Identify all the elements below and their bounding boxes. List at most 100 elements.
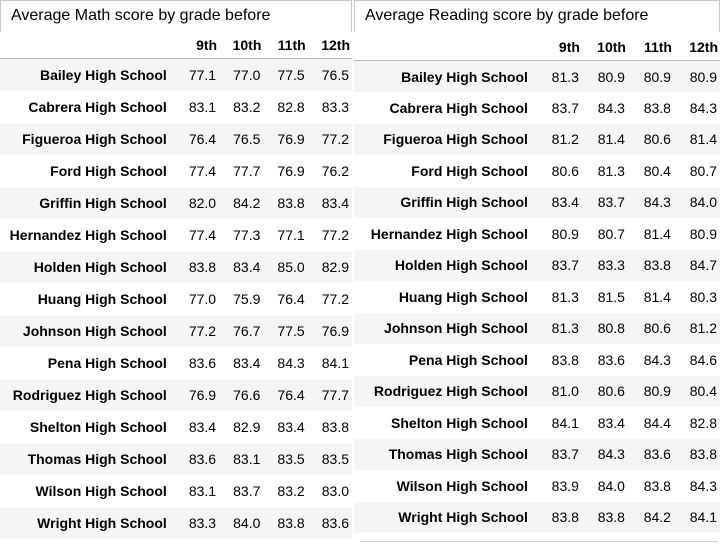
score-cell: 84.1 xyxy=(321,354,349,371)
score-cell: 80.9 xyxy=(551,225,579,242)
column-header-10th: 10th xyxy=(232,37,262,53)
reading-score-panel: Average Reading score by grade before 9t… xyxy=(354,0,720,533)
school-name-cell: Wright High School xyxy=(37,514,167,531)
table-row: Rodriguez High School 76.9 76.6 76.4 77.7 xyxy=(0,378,352,411)
score-cell: 83.8 xyxy=(689,446,717,463)
school-name-cell: Huang High School xyxy=(37,290,167,307)
score-cell: 84.3 xyxy=(643,194,671,211)
school-name-cell: Griffin High School xyxy=(39,194,167,211)
reading-score-table: 9th 10th 11th 12th Bailey High School 81.… xyxy=(354,34,720,533)
score-cell: 83.8 xyxy=(643,99,671,116)
score-cell: 77.3 xyxy=(233,226,261,243)
score-cell: 80.9 xyxy=(643,68,671,85)
table-row: Wilson High School 83.1 83.7 83.2 83.0 xyxy=(0,474,352,507)
table-row: Johnson High School 77.2 76.7 77.5 76.9 xyxy=(0,314,352,347)
score-cell: 76.9 xyxy=(277,130,305,147)
score-cell: 84.2 xyxy=(233,194,261,211)
score-cell: 85.0 xyxy=(277,258,305,275)
score-cell: 83.8 xyxy=(551,351,579,368)
score-cell: 84.3 xyxy=(277,354,305,371)
table-row: Griffin High School 82.0 84.2 83.8 83.4 xyxy=(0,186,352,219)
score-cell: 77.7 xyxy=(321,386,349,403)
score-cell: 80.3 xyxy=(689,288,717,305)
table-row: Rodriguez High School 81.0 80.6 80.9 80.4 xyxy=(354,375,720,407)
score-cell: 76.9 xyxy=(321,322,349,339)
school-name-cell: Holden High School xyxy=(33,258,167,275)
column-header-12th: 12th xyxy=(689,39,718,55)
table-row: Pena High School 83.6 83.4 84.3 84.1 xyxy=(0,346,352,379)
school-name-cell: Figueroa High School xyxy=(22,130,167,147)
school-name-cell: Wilson High School xyxy=(35,482,167,499)
score-cell: 83.7 xyxy=(597,194,625,211)
score-cell: 83.7 xyxy=(233,482,261,499)
reading-panel-title: Average Reading score by grade before xyxy=(354,0,720,32)
score-cell: 83.4 xyxy=(321,194,349,211)
score-cell: 80.4 xyxy=(689,383,717,400)
column-header-9th: 9th xyxy=(558,39,580,55)
column-header-10th: 10th xyxy=(597,39,626,55)
score-cell: 80.9 xyxy=(689,68,717,85)
score-cell: 76.4 xyxy=(188,130,217,147)
score-cell: 83.7 xyxy=(551,257,579,274)
score-cell: 82.9 xyxy=(233,418,261,435)
score-cell: 81.0 xyxy=(551,383,579,400)
score-cell: 80.6 xyxy=(643,320,671,337)
score-cell: 83.7 xyxy=(551,446,579,463)
score-cell: 80.7 xyxy=(689,162,717,179)
score-cell: 77.2 xyxy=(188,322,217,339)
score-cell: 80.6 xyxy=(551,162,579,179)
index-header xyxy=(354,34,536,61)
school-name-cell: Rodriguez High School xyxy=(12,386,167,403)
school-name-cell: Cabrera High School xyxy=(28,98,167,115)
score-cell: 82.8 xyxy=(689,414,717,431)
score-cell: 83.3 xyxy=(597,257,625,274)
score-cell: 77.4 xyxy=(188,162,217,179)
score-cell: 83.8 xyxy=(643,477,671,494)
table-row: Ford High School 80.6 81.3 80.4 80.7 xyxy=(354,155,720,187)
table-row: Hernandez High School 80.9 80.7 81.4 80.9 xyxy=(354,218,720,250)
column-header-11th: 11th xyxy=(643,39,672,55)
school-name-cell: Wilson High School xyxy=(396,477,528,494)
score-cell: 80.4 xyxy=(643,162,671,179)
score-cell: 77.5 xyxy=(277,66,305,83)
score-cell: 82.8 xyxy=(277,98,305,115)
score-cell: 83.1 xyxy=(188,482,217,499)
score-cell: 83.2 xyxy=(233,98,261,115)
score-cell: 76.4 xyxy=(277,386,305,403)
table-row: Pena High School 83.8 83.6 84.3 84.6 xyxy=(354,344,720,376)
school-name-cell: Johnson High School xyxy=(384,320,528,337)
column-header-9th: 9th xyxy=(196,37,218,53)
score-cell: 83.6 xyxy=(188,450,217,467)
school-name-cell: Huang High School xyxy=(398,288,528,305)
score-cell: 83.4 xyxy=(597,414,625,431)
school-name-cell: Bailey High School xyxy=(401,68,528,85)
score-cell: 81.3 xyxy=(551,320,579,337)
school-name-cell: Shelton High School xyxy=(391,414,528,431)
score-cell: 84.3 xyxy=(597,99,625,116)
school-name-cell: Bailey High School xyxy=(39,66,167,83)
school-name-cell: Cabrera High School xyxy=(389,99,528,116)
score-cell: 80.6 xyxy=(597,383,625,400)
score-cell: 84.6 xyxy=(689,351,717,368)
score-cell: 83.8 xyxy=(551,509,579,526)
score-cell: 83.1 xyxy=(233,450,261,467)
score-cell: 83.3 xyxy=(188,514,217,531)
score-cell: 81.5 xyxy=(597,288,625,305)
score-cell: 77.2 xyxy=(321,226,349,243)
score-cell: 76.2 xyxy=(321,162,349,179)
column-header-12th: 12th xyxy=(321,37,350,53)
score-cell: 81.3 xyxy=(597,162,625,179)
school-name-cell: Pena High School xyxy=(47,354,167,371)
table-row: Shelton High School 84.1 83.4 84.4 82.8 xyxy=(354,407,720,439)
score-cell: 77.0 xyxy=(188,290,217,307)
school-name-cell: Ford High School xyxy=(50,162,167,179)
score-cell: 83.5 xyxy=(277,450,305,467)
table-header-row: 9th 10th 11th 12th xyxy=(354,34,720,61)
table-row: Wright High School 83.3 84.0 83.8 83.6 xyxy=(0,506,352,539)
index-header xyxy=(0,32,175,59)
table-row: Johnson High School 81.3 80.8 80.6 81.2 xyxy=(354,312,720,344)
score-cell: 83.9 xyxy=(551,477,579,494)
school-name-cell: Thomas High School xyxy=(388,446,528,463)
score-cell: 83.8 xyxy=(277,194,305,211)
score-cell: 83.4 xyxy=(233,258,261,275)
